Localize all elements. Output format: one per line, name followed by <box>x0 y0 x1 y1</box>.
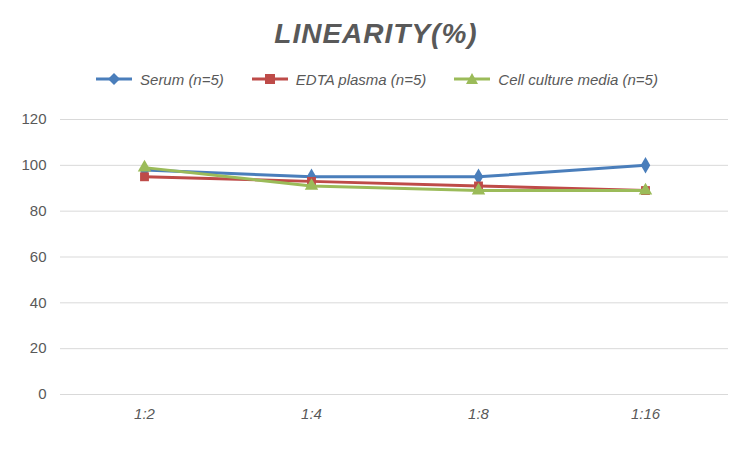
html-text:Serum (n=5): Serum (n=5) <box>140 70 224 88</box>
svg-text:1:16: 1:16 <box>631 405 661 422</box>
svg-text:80: 80 <box>30 202 47 219</box>
svg-text:60: 60 <box>30 248 47 265</box>
svg-text:0: 0 <box>38 385 46 402</box>
svg-text:20: 20 <box>30 339 47 356</box>
svg-text:40: 40 <box>30 294 47 311</box>
svg-text:1:8: 1:8 <box>468 405 490 422</box>
html-text:EDTA plasma (n=5): EDTA plasma (n=5) <box>295 70 427 88</box>
svg-text:100: 100 <box>21 156 46 173</box>
svg-text:1:2: 1:2 <box>134 405 156 422</box>
svg-text:1:4: 1:4 <box>301 405 322 422</box>
html-text:Cell culture media (n=5): Cell culture media (n=5) <box>498 70 658 88</box>
svg-text:120: 120 <box>21 110 46 127</box>
html-text:LINEARITY(%): LINEARITY(%) <box>274 18 478 49</box>
